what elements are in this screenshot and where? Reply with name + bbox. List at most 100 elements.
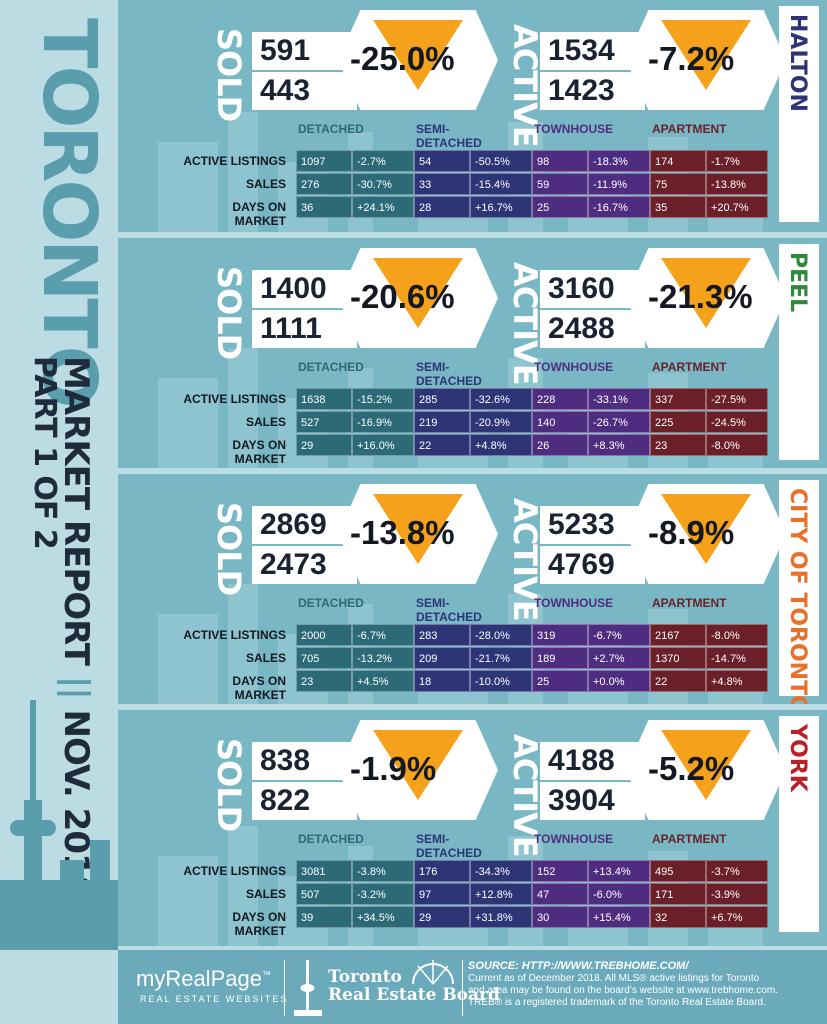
table-cell: -8.0%	[706, 434, 768, 456]
sold-change-value: -25.0%	[350, 40, 455, 77]
treb-logo: Toronto Real Estate Board	[328, 967, 500, 1005]
down-arrow-icon	[373, 20, 463, 90]
summary-row: SOLD2017201828692473-13.8%ACTIVE20172018…	[118, 484, 827, 621]
table-cell: -24.5%	[706, 411, 768, 433]
table-cell: -28.0%	[470, 624, 532, 646]
table-cell: -18.3%	[588, 150, 650, 172]
table-cell: +4.8%	[470, 434, 532, 456]
row-label: SALES	[245, 651, 286, 665]
row-label: DAYS ON MARKET	[232, 674, 286, 702]
sold-label: SOLD	[210, 28, 248, 122]
region-name: CITY OF TORONTO	[785, 488, 810, 704]
table-cell: 527	[296, 411, 352, 433]
region-name: PEEL	[785, 252, 810, 313]
table-cell: 59	[532, 173, 588, 195]
table-cell: 495	[650, 860, 706, 882]
region-city-of-toronto: SOLD2017201828692473-13.8%ACTIVE20172018…	[118, 474, 827, 704]
table-cell: -3.7%	[706, 860, 768, 882]
main-title: TORONTO	[26, 18, 112, 406]
table-cell: 32	[650, 906, 706, 928]
row-label: ACTIVE LISTINGS	[183, 392, 286, 406]
summary-row: SOLD2017201814001111-20.6%ACTIVE20172018…	[118, 248, 827, 385]
table-cell: +4.5%	[352, 670, 414, 692]
table-cell: 18	[414, 670, 470, 692]
table-cell: -1.7%	[706, 150, 768, 172]
column-header: SEMI-DETACHED	[416, 832, 482, 860]
column-header: DETACHED	[298, 122, 364, 136]
table-cell: 174	[650, 150, 706, 172]
table-cell: -20.9%	[470, 411, 532, 433]
table-cell: 1638	[296, 388, 352, 410]
active-2017-value: 4188	[540, 742, 645, 780]
down-arrow-icon	[373, 730, 463, 800]
divider	[284, 960, 285, 1016]
row-label: DAYS ON MARKET	[232, 200, 286, 228]
table-cell: 22	[650, 670, 706, 692]
table-cell: -3.8%	[352, 860, 414, 882]
table-cell: 29	[296, 434, 352, 456]
report-subtitle: MARKET REPORT || NOV. 2018	[56, 356, 96, 899]
table-cell: +15.4%	[588, 906, 650, 928]
table-cell: +16.7%	[470, 196, 532, 218]
table-cell: -6.7%	[588, 624, 650, 646]
table-cell: -6.0%	[588, 883, 650, 905]
sold-label: SOLD	[210, 502, 248, 596]
region-halton: SOLD20172018591443-25.0%ACTIVE2017201815…	[118, 0, 827, 232]
sold-change-value: -13.8%	[350, 514, 455, 551]
source-link[interactable]: SOURCE: HTTP://WWW.TREBHOME.COM/	[468, 960, 689, 972]
sold-2018-value: 443	[252, 72, 357, 110]
table-cell: -16.9%	[352, 411, 414, 433]
active-2018-value: 4769	[540, 546, 645, 584]
active-2018-value: 2488	[540, 310, 645, 348]
table-cell: -32.6%	[470, 388, 532, 410]
column-header: SEMI-DETACHED	[416, 122, 482, 150]
table-cell: -30.7%	[352, 173, 414, 195]
table-cell: 23	[650, 434, 706, 456]
table-cell: -13.2%	[352, 647, 414, 669]
sold-label: SOLD	[210, 266, 248, 360]
active-2017-value: 5233	[540, 506, 645, 544]
sold-2017-value: 838	[252, 742, 357, 780]
table-cell: 228	[532, 388, 588, 410]
sold-change-value: -20.6%	[350, 278, 455, 315]
sold-change-value: -1.9%	[350, 750, 437, 787]
table-cell: +13.4%	[588, 860, 650, 882]
column-header: SEMI-DETACHED	[416, 360, 482, 388]
down-arrow-icon	[661, 20, 751, 90]
column-header: APARTMENT	[652, 360, 727, 374]
table-cell: 285	[414, 388, 470, 410]
table-cell: -11.9%	[588, 173, 650, 195]
table-cell: 30	[532, 906, 588, 928]
column-header: SEMI-DETACHED	[416, 596, 482, 624]
table-cell: +34.5%	[352, 906, 414, 928]
footer: myRealPage™ REAL ESTATE WEBSITES Toronto…	[118, 950, 827, 1024]
table-cell: 2000	[296, 624, 352, 646]
active-change-value: -7.2%	[648, 40, 735, 77]
table-cell: 54	[414, 150, 470, 172]
sold-2018-value: 822	[252, 782, 357, 820]
region-name-box: YORK	[779, 716, 819, 932]
table-cell: 276	[296, 173, 352, 195]
row-label: SALES	[245, 415, 286, 429]
active-2018-value: 1423	[540, 72, 645, 110]
table-cell: 319	[532, 624, 588, 646]
table-cell: 2167	[650, 624, 706, 646]
table-cell: 36	[296, 196, 352, 218]
table-cell: 23	[296, 670, 352, 692]
table-cell: -21.7%	[470, 647, 532, 669]
table-cell: -14.7%	[706, 647, 768, 669]
table-cell: 26	[532, 434, 588, 456]
column-header: TOWNHOUSE	[534, 360, 614, 374]
region-name-box: PEEL	[779, 244, 819, 460]
table-cell: 25	[532, 670, 588, 692]
table-cell: 225	[650, 411, 706, 433]
sold-label: SOLD	[210, 738, 248, 832]
down-arrow-icon	[661, 494, 751, 564]
table-cell: +2.7%	[588, 647, 650, 669]
table-cell: 1097	[296, 150, 352, 172]
active-change-value: -8.9%	[648, 514, 735, 551]
down-arrow-icon	[373, 258, 463, 328]
table-cell: 140	[532, 411, 588, 433]
region-peel: SOLD2017201814001111-20.6%ACTIVE20172018…	[118, 238, 827, 468]
column-header: DETACHED	[298, 596, 364, 610]
